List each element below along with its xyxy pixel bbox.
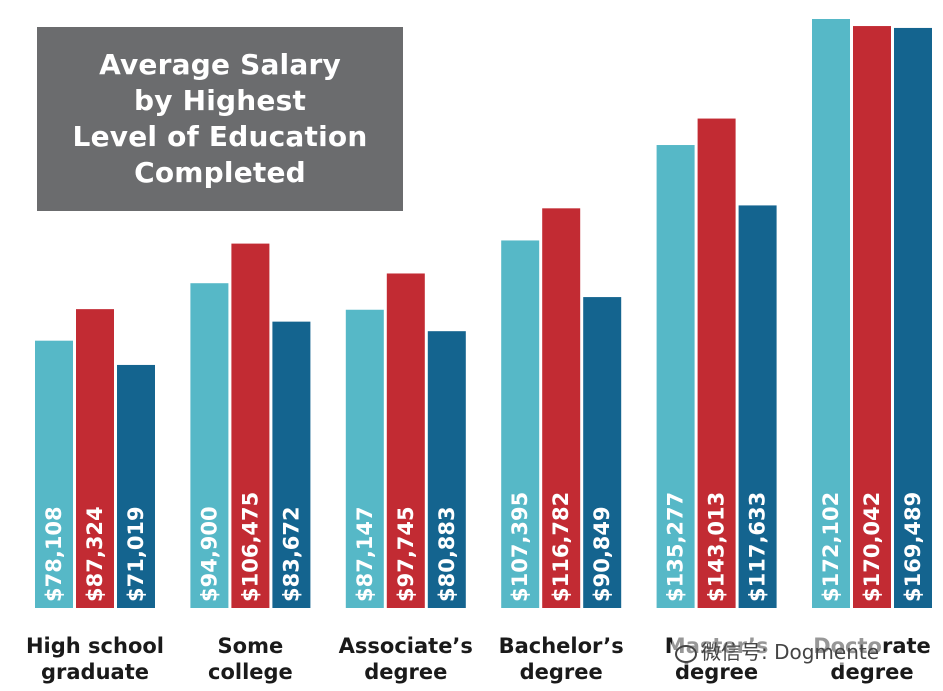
bar-2-1 — [386, 273, 425, 608]
bar-2-0 — [345, 309, 384, 608]
bar-3-2 — [583, 297, 622, 608]
bar-value-label-2-0: $87,147 — [353, 506, 377, 602]
bar-value-label-5-0: $172,102 — [819, 492, 843, 602]
category-label-line: degree — [364, 660, 447, 684]
bar-5-0 — [812, 19, 850, 608]
category-label-line: Bachelor’s — [499, 634, 624, 658]
bar-4-1 — [697, 118, 736, 608]
category-label-2: Associate’s degree — [339, 634, 473, 684]
bar-value-label-0-2: $71,019 — [124, 506, 148, 602]
bar-value-label-0-0: $78,108 — [42, 506, 66, 602]
bar-value-label-2-2: $80,883 — [435, 506, 459, 602]
bar-0-2 — [117, 364, 155, 608]
bar-value-label-2-1: $97,745 — [394, 506, 418, 602]
bar-value-label-5-1: $170,042 — [860, 492, 884, 602]
bar-1-0 — [190, 283, 229, 608]
bar-0-0 — [35, 340, 73, 608]
bar-value-label-3-1: $116,782 — [549, 492, 573, 602]
bar-value-label-5-2: $169,489 — [901, 492, 925, 602]
bar-3-1 — [542, 208, 581, 608]
category-label-line: degree — [520, 660, 603, 684]
bar-value-label-1-2: $83,672 — [279, 506, 303, 602]
category-label-1: Some college — [208, 634, 293, 684]
bar-5-1 — [853, 26, 891, 609]
bar-labels-group: $78,108 $87,324 $71,019 $94,900 $106,475 $83,… — [42, 492, 925, 602]
bar-value-label-4-2: $117,633 — [746, 492, 770, 602]
bar-value-label-3-2: $90,849 — [590, 506, 614, 602]
category-label-line: graduate — [41, 660, 149, 684]
bar-value-label-3-0: $107,395 — [508, 492, 532, 602]
category-label-line: Some — [218, 634, 284, 658]
category-label-line: college — [208, 660, 293, 684]
bar-value-label-4-1: $143,013 — [705, 492, 729, 602]
chart-title: Average Salary by Highest Level of Educa… — [72, 48, 368, 189]
category-label-line: High school — [26, 634, 164, 658]
bar-4-0 — [656, 145, 695, 608]
bar-1-2 — [272, 321, 311, 608]
category-label-line: Associate’s — [339, 634, 473, 658]
bar-value-label-1-1: $106,475 — [238, 492, 262, 602]
bar-value-label-0-1: $87,324 — [83, 506, 107, 602]
bar-0-1 — [76, 309, 114, 608]
chart-title-box: Average Salary by Highest Level of Educa… — [37, 27, 403, 211]
watermark: 微信号: Dogmente — [672, 636, 883, 665]
bars-group — [35, 19, 932, 609]
watermark-text: 微信号: Dogmente — [701, 640, 880, 664]
bar-2-2 — [427, 331, 466, 608]
bar-value-label-1-0: $94,900 — [197, 506, 221, 602]
category-label-0: High school graduate — [26, 634, 164, 684]
bar-1-1 — [231, 243, 270, 608]
bar-5-2 — [894, 27, 932, 609]
bar-4-2 — [738, 205, 777, 608]
bar-value-label-4-0: $135,277 — [664, 492, 688, 602]
category-label-3: Bachelor’s degree — [499, 634, 624, 684]
bar-3-0 — [501, 240, 540, 609]
wechat-icon — [675, 644, 697, 663]
